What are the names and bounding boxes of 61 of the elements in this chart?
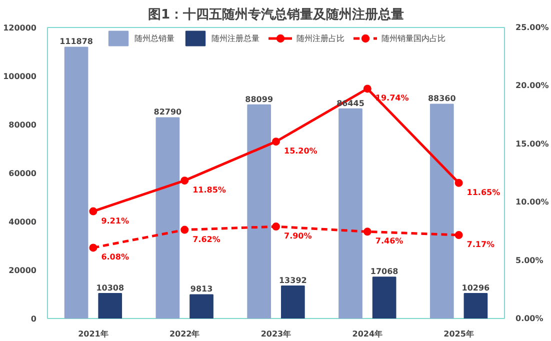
y-tick-label: 0: [30, 314, 37, 324]
data-label: 11.65%: [466, 188, 500, 197]
data-label: 7.90%: [284, 232, 312, 241]
point: [272, 222, 280, 231]
bar: [372, 276, 396, 318]
x-tick-label: 2025年: [444, 330, 474, 338]
bar: [430, 104, 454, 318]
y2-tick-label: 15.00%: [516, 139, 549, 148]
data-label: 11.85%: [192, 186, 226, 195]
bar: [156, 117, 180, 318]
bar: [64, 46, 88, 318]
legend-label: 随州注册占比: [296, 32, 344, 44]
data-label: 88360: [428, 94, 456, 104]
bar: [464, 293, 488, 318]
bar: [338, 108, 362, 318]
data-label: 10296: [462, 284, 490, 293]
x-tick-label: 2022年: [169, 330, 200, 338]
x-tick-label: 2021年: [78, 330, 108, 338]
data-label: 17068: [370, 267, 399, 276]
data-label: 9813: [190, 284, 213, 294]
data-label: 111878: [60, 37, 94, 46]
y2-tick-label: 5.00%: [516, 256, 544, 265]
legend-label: 随州销量国内占比: [382, 32, 446, 44]
y-tick-label: 120000: [3, 24, 37, 32]
point: [363, 84, 372, 93]
chart-title: 图1：十四五随州专汽总销量及随州注册总量: [148, 6, 404, 22]
data-label: 7.46%: [375, 236, 404, 246]
data-label: 88099: [245, 94, 274, 104]
data-label: 82790: [154, 108, 182, 117]
point: [180, 226, 189, 234]
point: [272, 138, 280, 146]
x-tick-label: 2024年: [352, 330, 383, 338]
data-label: 6.08%: [101, 252, 129, 262]
bar: [98, 293, 122, 318]
data-label: 7.62%: [192, 234, 220, 244]
y2-tick-label: 0.00%: [516, 314, 544, 323]
y-tick-label: 20000: [8, 266, 37, 275]
bar: [280, 286, 305, 318]
point: [454, 178, 463, 187]
point: [89, 244, 98, 252]
y-tick-label: 100000: [3, 72, 37, 81]
legend-label: 随州注册总量: [212, 32, 260, 44]
legend-label: 随州总销量: [134, 32, 174, 44]
point: [89, 207, 98, 216]
point: [363, 228, 372, 236]
data-label: 10308: [96, 284, 124, 293]
bar: [190, 294, 214, 318]
data-label: 9.21%: [101, 216, 129, 226]
x-tick-label: 2023年: [260, 330, 292, 338]
y-tick-label: 80000: [8, 120, 37, 130]
data-label: 7.17%: [466, 240, 495, 250]
y2-tick-label: 10.00%: [516, 198, 549, 207]
y-tick-label: 60000: [8, 169, 37, 178]
y2-tick-label: 20.00%: [516, 81, 549, 90]
data-label: 15.20%: [284, 146, 318, 156]
data-label: 13392: [278, 276, 307, 286]
point: [180, 176, 189, 185]
point: [454, 231, 463, 240]
y2-tick-label: 25.00%: [516, 23, 549, 32]
bar: [247, 104, 272, 318]
y-tick-label: 40000: [8, 218, 37, 226]
